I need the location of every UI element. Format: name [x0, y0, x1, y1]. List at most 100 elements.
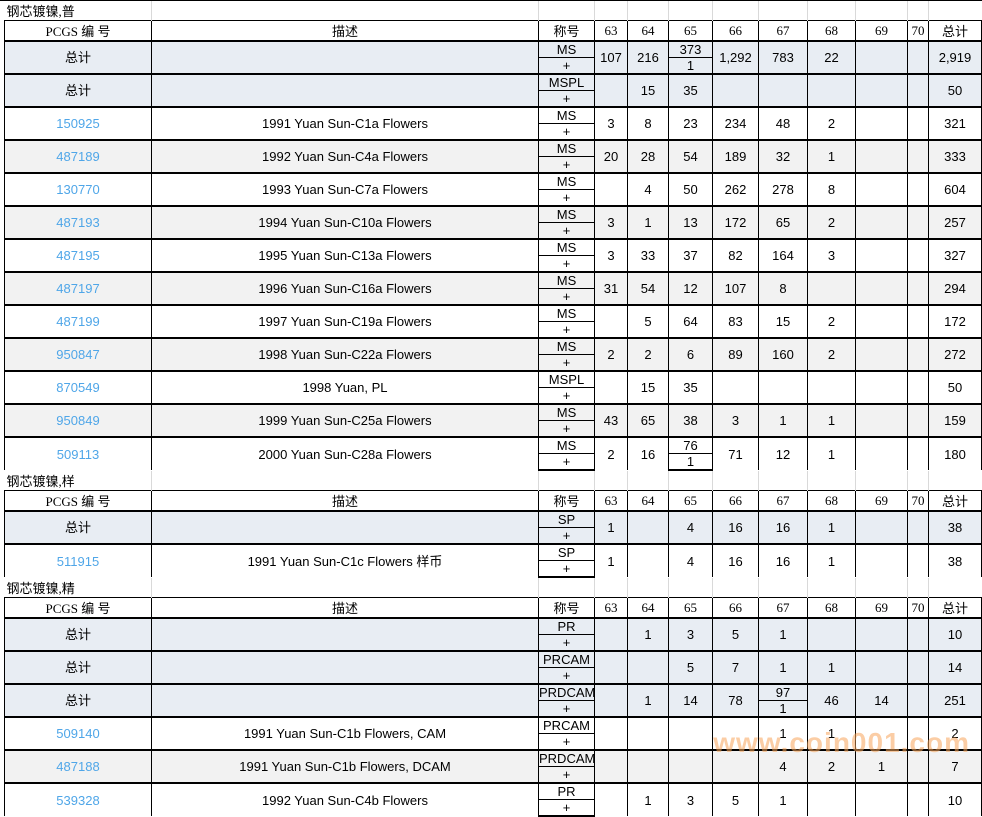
plus-designation-label: + [538, 189, 595, 206]
pcgs-number-link[interactable]: 487199 [4, 304, 152, 338]
grade-count-cell: 2 [627, 337, 669, 371]
grade-count-cell: 373 [668, 40, 713, 58]
title-gridline-cell [627, 1, 669, 21]
grade-count-cell: 37 [668, 238, 713, 272]
grade-count-cell: 1 [627, 617, 669, 651]
grade-count-cell: 15 [758, 304, 808, 338]
grade-count-cell: 5 [712, 617, 759, 651]
grade-count-cell: 3 [594, 238, 628, 272]
grade-count-cell: 38 [928, 510, 982, 544]
plus-designation-label: + [538, 222, 595, 239]
grade-count-cell [712, 716, 759, 750]
title-gridline-cell [668, 471, 713, 491]
plus-designation-label: + [538, 123, 595, 140]
grade-count-cell: 159 [928, 403, 982, 437]
col-header-grade-68: 68 [807, 20, 856, 42]
designation-label: MSPL [538, 73, 595, 91]
grade-count-cell: 257 [928, 205, 982, 239]
col-header-grade-70: 70 [907, 490, 929, 512]
grade-count-cell: 2 [807, 205, 856, 239]
coin-description: 1993 Yuan Sun-C7a Flowers [151, 172, 539, 206]
title-gridline-cell [538, 1, 595, 21]
population-table: 钢芯镀镍,精 PCGS 编 号描述 称号 63 64 65 66 67 68 69 70 总计 总计 PR… [4, 578, 982, 817]
grade-count-cell: 14 [855, 683, 908, 717]
grade-count-cell [594, 650, 628, 684]
grade-count-cell: 7 [712, 650, 759, 684]
grade-count-cell: 22 [807, 40, 856, 74]
col-header-grade-63: 63 [594, 20, 628, 42]
grade-count-cell: 2 [807, 749, 856, 783]
title-gridline-cell [538, 471, 595, 491]
grade-count-cell [855, 543, 908, 577]
coin-description: 1998 Yuan Sun-C22a Flowers [151, 337, 539, 371]
grade-count-cell: 5 [712, 782, 759, 816]
pcgs-number-link[interactable]: 511915 [4, 543, 152, 577]
pcgs-number-link[interactable]: 487189 [4, 139, 152, 173]
grade-count-cell: 3 [807, 238, 856, 272]
coin-description [151, 40, 539, 74]
grade-count-cell [907, 40, 929, 74]
grade-count-cell [907, 403, 929, 437]
pcgs-number-link[interactable]: 487195 [4, 238, 152, 272]
grade-count-cell: 13 [668, 205, 713, 239]
coin-description [151, 650, 539, 684]
grade-count-cell: 294 [928, 271, 982, 305]
pcgs-number-link[interactable]: 487197 [4, 271, 152, 305]
col-header-grade-64: 64 [627, 597, 669, 619]
grade-count-cell [907, 436, 929, 470]
total-row-label: 总计 [4, 510, 152, 544]
grade-count-cell: 35 [668, 370, 713, 404]
pcgs-number-link[interactable]: 950849 [4, 403, 152, 437]
col-header-grade-65: 65 [668, 597, 713, 619]
grade-count-cell [907, 172, 929, 206]
grade-count-cell: 16 [712, 543, 759, 577]
title-gridline-cell [907, 471, 929, 491]
pcgs-number-link[interactable]: 870549 [4, 370, 152, 404]
grade-count-cell: 54 [668, 139, 713, 173]
grade-count-cell: 10 [928, 782, 982, 816]
pcgs-number-link[interactable]: 509140 [4, 716, 152, 750]
grade-count-cell: 20 [594, 139, 628, 173]
grade-count-cell [627, 543, 669, 577]
designation-label: MS [538, 271, 595, 289]
col-header-total: 总计 [928, 490, 982, 512]
grade-count-cell [907, 271, 929, 305]
pcgs-number-link[interactable]: 487193 [4, 205, 152, 239]
grade-count-cell [627, 510, 669, 544]
pcgs-number-link[interactable]: 509113 [4, 436, 152, 470]
grade-count-cell: 107 [594, 40, 628, 74]
col-header-grade-66: 66 [712, 490, 759, 512]
grade-count-cell [855, 304, 908, 338]
col-header-grade-70: 70 [907, 20, 929, 42]
pcgs-number-link[interactable]: 150925 [4, 106, 152, 140]
plus-designation-label: + [538, 57, 595, 74]
grade-count-cell: 8 [627, 106, 669, 140]
grade-count-cell: 8 [807, 172, 856, 206]
pcgs-number-link[interactable]: 487188 [4, 749, 152, 783]
grade-count-cell [855, 139, 908, 173]
col-header-grade-69: 69 [855, 490, 908, 512]
pcgs-number-link[interactable]: 950847 [4, 337, 152, 371]
pcgs-number-link[interactable]: 539328 [4, 782, 152, 816]
grade-count-cell: 97 [758, 683, 808, 701]
grade-count-cell: 54 [627, 271, 669, 305]
title-gridline-cell [594, 471, 628, 491]
title-gridline-cell [907, 578, 929, 598]
grade-count-cell: 1 [807, 543, 856, 577]
coin-description: 1992 Yuan Sun-C4b Flowers [151, 782, 539, 816]
pcgs-number-link[interactable]: 130770 [4, 172, 152, 206]
grade-count-cell: 1 [758, 403, 808, 437]
designation-label: MS [538, 337, 595, 355]
title-gridline-cell [758, 578, 808, 598]
designation-label: PRDCAM [538, 683, 595, 701]
section-title: 钢芯镀镍,普 [4, 1, 152, 21]
grade-count-cell [907, 716, 929, 750]
section-title: 钢芯镀镍,样 [4, 471, 152, 491]
title-gridline-cell [928, 578, 982, 598]
plus-designation-label: + [538, 560, 595, 578]
grade-count-cell: 14 [668, 683, 713, 717]
grade-count-cell: 64 [668, 304, 713, 338]
grade-count-cell: 1 [594, 543, 628, 577]
